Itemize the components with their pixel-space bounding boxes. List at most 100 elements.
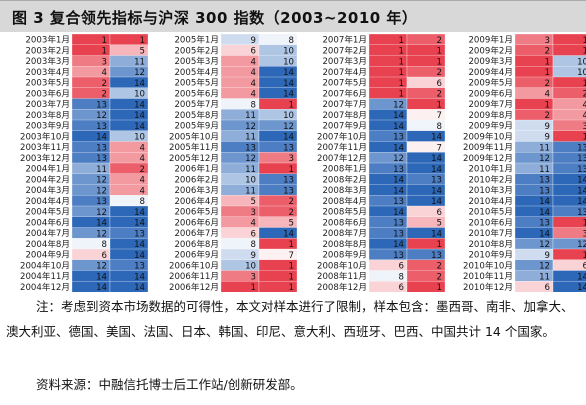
cell-value-label: 1 xyxy=(251,283,256,292)
heat-cell xyxy=(552,33,586,46)
cell-value-label: 4 xyxy=(140,176,145,186)
cell-value-label: 6 xyxy=(583,262,586,272)
cell-value-label: 12 xyxy=(96,208,107,218)
month-label: 2009年1月 xyxy=(468,34,513,46)
cell-value-label: 9 xyxy=(251,36,256,46)
cell-value-label: 10 xyxy=(577,68,586,78)
cell-value-label: 6 xyxy=(251,47,256,57)
month-label: 2003年12月 xyxy=(20,152,70,164)
month-label: 2005年6月 xyxy=(174,87,219,99)
cell-value-label: 14 xyxy=(431,197,442,207)
cell-value-label: 1 xyxy=(399,57,404,67)
month-label: 2010年7月 xyxy=(468,227,513,239)
cell-value-label: 11 xyxy=(539,165,550,175)
cell-value-label: 7 xyxy=(437,143,442,153)
month-label: 2006年5月 xyxy=(174,206,219,218)
month-label: 2008年10月 xyxy=(317,259,367,271)
cell-value-label: 3 xyxy=(583,122,586,132)
figure-note: 注：考虑到资本市场数据的可得性，本文对样本进行了限制，样本包含：墨西哥、南非、加… xyxy=(6,299,574,339)
month-label: 2007年11月 xyxy=(317,141,367,153)
heat-cell xyxy=(552,98,586,110)
cell-value-label: 10 xyxy=(283,47,294,57)
month-label: 2003年6月 xyxy=(25,87,70,99)
cell-value-label: 6 xyxy=(437,208,442,218)
month-label: 2007年8月 xyxy=(322,109,367,121)
cell-value-label: 1 xyxy=(583,251,586,261)
cell-value-label: 14 xyxy=(283,79,294,89)
cell-value-label: 6 xyxy=(437,79,442,89)
cell-value-label: 2 xyxy=(289,208,294,218)
month-label: 2008年6月 xyxy=(322,216,367,228)
month-label: 2005年10月 xyxy=(169,130,219,142)
month-label: 2010年10月 xyxy=(463,259,513,271)
cell-value-label: 14 xyxy=(134,100,145,110)
cell-value-label: 11 xyxy=(245,186,256,196)
cell-value-label: 13 xyxy=(96,154,107,164)
cell-value-label: 12 xyxy=(539,154,550,164)
month-label: 2009年10月 xyxy=(463,130,513,142)
month-label: 2004年8月 xyxy=(25,238,70,250)
month-label: 2007年2月 xyxy=(322,44,367,56)
cell-value-label: 3 xyxy=(251,272,256,282)
cell-value-label: 4 xyxy=(102,68,107,78)
heat-cell xyxy=(552,130,586,142)
cell-value-label: 1 xyxy=(583,79,586,89)
cell-value-label: 14 xyxy=(393,208,404,218)
cell-value-label: 11 xyxy=(539,272,550,282)
cell-value-label: 14 xyxy=(96,283,107,292)
cell-value-label: 2 xyxy=(437,272,442,282)
cell-value-label: 1 xyxy=(399,90,404,100)
cell-value-label: 4 xyxy=(251,219,256,229)
month-label: 2008年5月 xyxy=(322,206,367,218)
cell-value-label: 9 xyxy=(545,133,550,143)
cell-value-label: 14 xyxy=(283,133,294,143)
cell-value-label: 6 xyxy=(251,229,256,239)
month-label: 2009年2月 xyxy=(468,44,513,56)
month-label: 2006年4月 xyxy=(174,195,219,207)
cell-value-label: 6 xyxy=(545,283,550,292)
cell-value-label: 14 xyxy=(539,208,550,218)
cell-value-label: 4 xyxy=(251,68,256,78)
cell-value-label: 13 xyxy=(393,229,404,239)
cell-value-label: 1 xyxy=(437,57,442,67)
cell-value-label: 4 xyxy=(583,111,586,121)
cell-value-label: 4 xyxy=(251,90,256,100)
cell-value-label: 8 xyxy=(251,100,256,110)
month-label: 2004年12月 xyxy=(20,281,70,292)
cell-value-label: 14 xyxy=(134,219,145,229)
month-label: 2009年8月 xyxy=(468,109,513,121)
cell-value-label: 14 xyxy=(96,272,107,282)
month-label: 2006年1月 xyxy=(174,163,219,175)
cell-value-label: 13 xyxy=(539,186,550,196)
month-label: 2010年2月 xyxy=(468,173,513,185)
month-label: 2009年7月 xyxy=(468,98,513,110)
cell-value-label: 6 xyxy=(399,283,404,292)
cell-value-label: 14 xyxy=(393,143,404,153)
heat-cell xyxy=(552,259,586,271)
cell-value-label: 13 xyxy=(283,143,294,153)
cell-value-label: 2 xyxy=(102,79,107,89)
cell-value-label: 2 xyxy=(437,90,442,100)
cell-value-label: 14 xyxy=(539,229,550,239)
month-label: 2007年5月 xyxy=(322,77,367,89)
month-label: 2007年9月 xyxy=(322,120,367,132)
month-label: 2006年12月 xyxy=(169,281,219,292)
cell-value-label: 7 xyxy=(437,111,442,121)
cell-value-label: 11 xyxy=(539,143,550,153)
cell-value-label: 10 xyxy=(577,57,586,67)
month-label: 2004年7月 xyxy=(25,227,70,239)
cell-value-label: 1 xyxy=(289,283,294,292)
cell-value-label: 12 xyxy=(393,154,404,164)
cell-value-label: 11 xyxy=(134,57,145,67)
month-label: 2007年6月 xyxy=(322,87,367,99)
month-label: 2004年4月 xyxy=(25,195,70,207)
cell-value-label: 1 xyxy=(545,68,550,78)
month-label: 2003年7月 xyxy=(25,98,70,110)
cell-value-label: 13 xyxy=(96,100,107,110)
cell-value-label: 4 xyxy=(140,186,145,196)
cell-value-label: 8 xyxy=(251,240,256,250)
cell-value-label: 1 xyxy=(545,100,550,110)
cell-value-label: 2 xyxy=(545,47,550,57)
cell-value-label: 12 xyxy=(539,240,550,250)
month-label: 2008年11月 xyxy=(317,270,367,282)
